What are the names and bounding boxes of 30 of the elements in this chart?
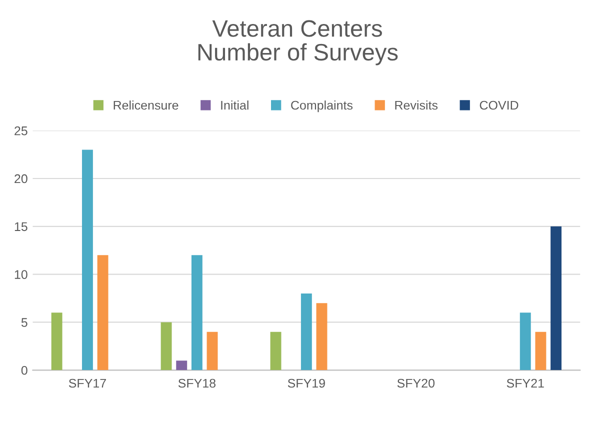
bar: [97, 255, 108, 370]
x-tick-label: SFY17: [68, 378, 106, 388]
y-tick-label: 20: [14, 174, 28, 184]
bar: [206, 332, 218, 370]
y-tick-label: 0: [21, 366, 28, 375]
bar: [176, 360, 188, 370]
y-tick-label: 5: [21, 318, 28, 327]
x-tick-label: SFY21: [506, 378, 544, 388]
bar: [270, 332, 282, 370]
bar: [82, 150, 93, 370]
bar: [550, 226, 562, 370]
y-tick-label: 15: [14, 222, 28, 232]
legend-label: Revisits: [395, 100, 438, 110]
y-tick-label: 25: [14, 126, 28, 136]
x-tick-label: SFY20: [397, 378, 435, 388]
bar: [316, 303, 328, 370]
legend-label: COVID: [480, 100, 518, 110]
bar: [160, 322, 172, 370]
chart-title: Veteran Centers Number of Surveys: [198, 20, 398, 66]
bar: [520, 312, 531, 370]
bar: [51, 312, 62, 370]
y-tick-label: 10: [14, 270, 28, 279]
legend-label: Complaints: [291, 100, 353, 112]
bar: [191, 255, 202, 370]
x-tick-label: SFY18: [178, 378, 216, 388]
x-tick-label: SFY19: [288, 378, 325, 388]
legend-label: Initial: [221, 100, 248, 110]
legend-label: Relicensure: [114, 100, 178, 110]
bar: [535, 332, 546, 370]
bar: [300, 293, 312, 370]
